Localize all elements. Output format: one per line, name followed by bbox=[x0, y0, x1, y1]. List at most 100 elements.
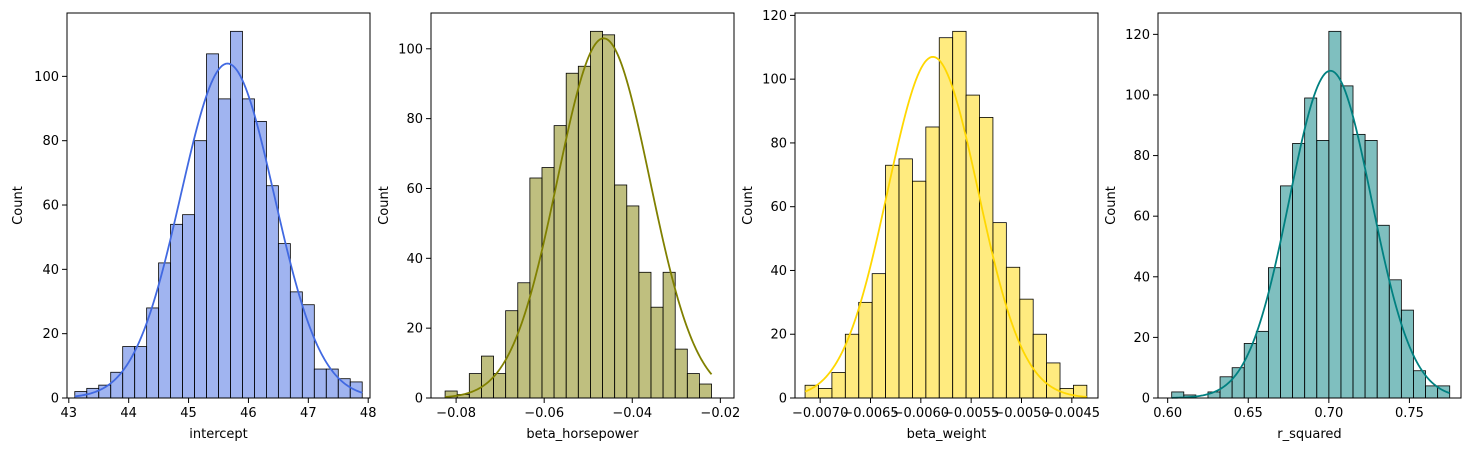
histogram-bar bbox=[468, 373, 482, 399]
y-tick-label: 40 bbox=[1133, 270, 1150, 285]
x-axis-label: beta_horsepower bbox=[526, 427, 639, 442]
histogram-bar bbox=[1005, 266, 1021, 399]
histogram-bar bbox=[337, 378, 351, 399]
histogram-bar bbox=[158, 262, 171, 399]
y-axis-label: Count bbox=[11, 186, 26, 225]
x-tick-label: −0.0045 bbox=[1044, 406, 1100, 421]
x-tick-label: −0.08 bbox=[436, 406, 476, 421]
kde-curve bbox=[74, 62, 363, 398]
histogram-bar bbox=[206, 53, 219, 399]
histogram-bar bbox=[565, 72, 579, 399]
histogram-bar bbox=[266, 185, 279, 399]
histogram-bar bbox=[1425, 385, 1439, 399]
histogram-bar bbox=[1280, 185, 1293, 399]
y-tick-label: 100 bbox=[34, 70, 59, 85]
y-tick-label: 0 bbox=[1142, 392, 1150, 407]
y-tick-label: 100 bbox=[762, 73, 787, 88]
y-tick-label: 20 bbox=[1133, 331, 1150, 346]
histogram-bar bbox=[626, 205, 640, 399]
histogram-bar bbox=[1292, 143, 1306, 399]
histogram-bar bbox=[979, 117, 994, 399]
histogram-bar bbox=[638, 271, 652, 399]
y-axis-label: Count bbox=[377, 186, 392, 225]
y-tick-label: 40 bbox=[770, 264, 787, 279]
y-tick-label: 80 bbox=[1133, 149, 1150, 164]
y-tick-label: 40 bbox=[42, 263, 59, 278]
histogram-bar bbox=[871, 273, 886, 399]
histogram-bar bbox=[818, 388, 833, 399]
histogram-bar bbox=[992, 222, 1007, 399]
histogram-bar bbox=[1388, 279, 1402, 399]
histogram-bar bbox=[170, 223, 183, 399]
axes-frame bbox=[794, 12, 1099, 399]
x-tick-label: 46 bbox=[240, 406, 257, 421]
histogram-bar bbox=[481, 355, 494, 399]
x-tick-label: 47 bbox=[300, 406, 317, 421]
y-tick-label: 60 bbox=[42, 199, 59, 214]
histogram-bar bbox=[505, 310, 519, 399]
x-tick-label: −0.0055 bbox=[943, 406, 999, 421]
histogram-bar bbox=[110, 371, 124, 399]
histogram-bar bbox=[1046, 362, 1061, 399]
y-tick-label: 60 bbox=[770, 200, 787, 215]
histogram-bar bbox=[831, 372, 846, 399]
histogram-bar bbox=[614, 184, 628, 399]
x-tick-label: −0.0050 bbox=[993, 406, 1049, 421]
histogram-bar bbox=[858, 301, 873, 399]
x-tick-label: 44 bbox=[120, 406, 137, 421]
x-tick-label: −0.02 bbox=[700, 406, 740, 421]
histogram-bar bbox=[230, 30, 243, 399]
histogram-bar bbox=[1328, 30, 1342, 399]
histogram-bar bbox=[1304, 97, 1318, 399]
histogram-bar bbox=[1352, 133, 1366, 399]
histogram-bar bbox=[1413, 370, 1426, 399]
y-tick-label: 20 bbox=[42, 327, 59, 342]
y-tick-label: 100 bbox=[398, 42, 423, 57]
histogram-bar bbox=[1316, 140, 1330, 399]
histogram-bar bbox=[699, 383, 712, 399]
y-tick-label: 80 bbox=[406, 112, 423, 127]
x-tick-label: −0.0060 bbox=[893, 406, 949, 421]
histogram-bar bbox=[493, 373, 507, 399]
histogram-bar bbox=[1255, 330, 1269, 399]
histogram-bar bbox=[242, 98, 255, 399]
histogram-panel-1: 43 44 45 46 47 48 0 20 40 60 80 100 intercept Count bbox=[11, 12, 376, 442]
histogram-bar bbox=[1032, 333, 1048, 399]
y-tick-label: 100 bbox=[1125, 88, 1150, 103]
y-tick-label: 20 bbox=[406, 322, 423, 337]
y-axis-label: Count bbox=[1104, 186, 1119, 225]
x-tick-label: −0.06 bbox=[524, 406, 564, 421]
histogram-panel-2: −0.08 −0.06 −0.04 −0.02 0 20 40 60 80 100 beta_hor… bbox=[377, 12, 740, 442]
x-tick-label: 0.75 bbox=[1395, 406, 1424, 421]
y-tick-label: 0 bbox=[51, 392, 59, 407]
histogram-bar bbox=[844, 333, 860, 399]
histogram-bar bbox=[1340, 85, 1354, 399]
histogram-bar bbox=[925, 126, 940, 399]
x-axis-label: r_squared bbox=[1277, 427, 1341, 442]
x-tick-label: −0.0065 bbox=[842, 406, 898, 421]
histogram-bar bbox=[301, 304, 315, 399]
x-tick-label: −0.04 bbox=[612, 406, 652, 421]
histogram-bar bbox=[182, 214, 195, 399]
kde-curve bbox=[445, 37, 713, 398]
histogram-bar bbox=[650, 306, 664, 399]
histogram-bar bbox=[146, 307, 160, 399]
histogram-bar bbox=[277, 243, 291, 399]
histogram-bar bbox=[938, 37, 954, 399]
histogram-bar bbox=[1400, 309, 1414, 399]
y-tick-label: 60 bbox=[406, 182, 423, 197]
y-tick-label: 120 bbox=[1125, 28, 1150, 43]
y-tick-label: 0 bbox=[415, 392, 423, 407]
x-tick-label: 43 bbox=[61, 406, 78, 421]
histogram-bar bbox=[674, 348, 688, 399]
histogram-bar bbox=[325, 368, 339, 399]
histogram-bar bbox=[885, 164, 900, 399]
histogram-bar bbox=[952, 30, 967, 399]
histogram-bar bbox=[134, 346, 148, 399]
x-tick-label: 45 bbox=[180, 406, 197, 421]
histogram-bar bbox=[517, 282, 531, 399]
histogram-bar bbox=[218, 98, 231, 399]
y-axis-label: Count bbox=[741, 186, 756, 225]
histogram-bar bbox=[313, 368, 327, 399]
